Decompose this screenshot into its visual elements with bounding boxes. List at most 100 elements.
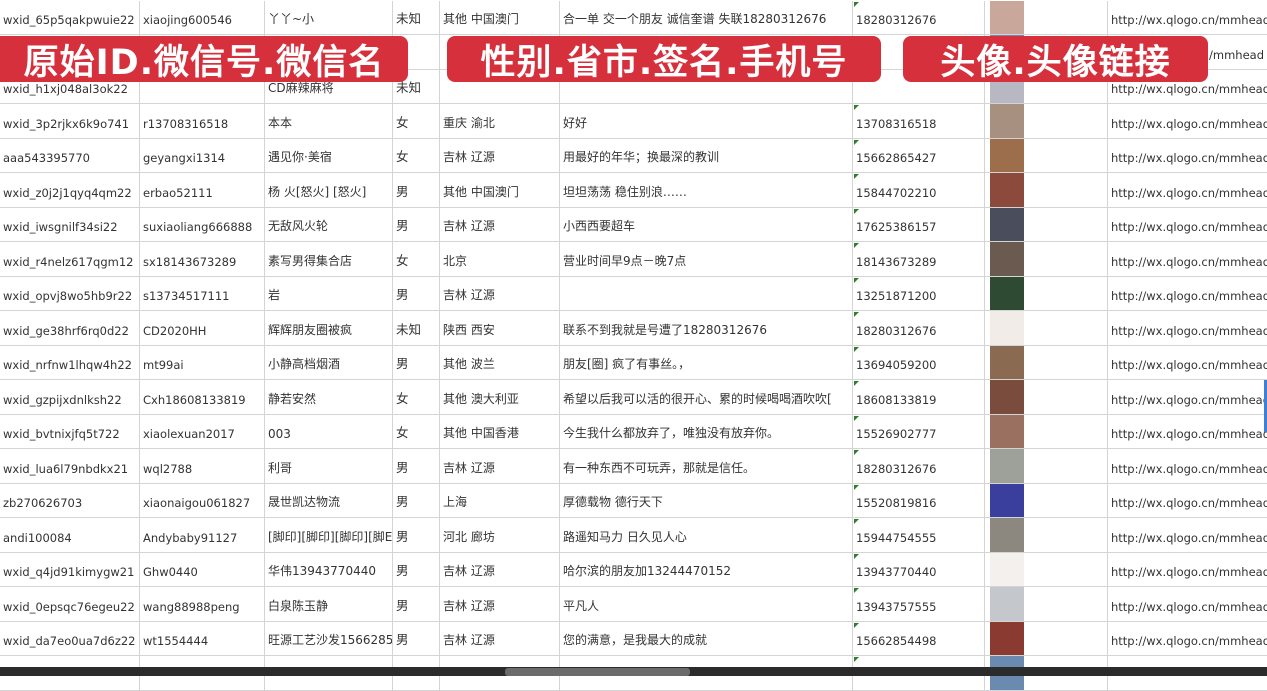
wechat-name-cell[interactable]: 辉辉朋友圈被疯 (265, 311, 393, 345)
original-id-cell[interactable]: wxid_0epsqc76egeu22 (0, 587, 140, 621)
region-cell[interactable]: 吉林 辽源 (440, 552, 560, 586)
region-cell[interactable]: 陕西 西安 (440, 311, 560, 345)
phone-cell[interactable]: 15520819816 (853, 483, 985, 517)
phone-cell[interactable]: 13708316518 (853, 104, 985, 138)
wechat-name-cell[interactable]: 岩 (265, 276, 393, 310)
signature-cell[interactable]: 希望以后我可以活的很开心、累的时候喝喝酒吹吹[ (560, 380, 853, 414)
avatar-link-cell[interactable]: http://wx.qlogo.cn/mmhead (1111, 151, 1267, 165)
phone-cell[interactable]: 15526902777 (853, 414, 985, 448)
signature-cell[interactable]: 有一种东西不可玩弄，那就是信任。 (560, 449, 853, 483)
wechat-name-cell[interactable]: 白泉陈玉静 (265, 587, 393, 621)
wechat-name-cell[interactable]: 晟世凯达物流 (265, 483, 393, 517)
avatar-cell[interactable] (985, 138, 1108, 172)
region-cell[interactable] (440, 69, 560, 103)
original-id-cell[interactable]: wxid_opvj8wo5hb9r22 (0, 276, 140, 310)
wechat-name-cell[interactable]: 杨 火[怒火] [怒火] (265, 173, 393, 207)
original-id-cell[interactable]: wxid_lua6l79nbdkx21 (0, 449, 140, 483)
wechat-name-cell[interactable]: 003 (265, 414, 393, 448)
original-id-cell[interactable]: wxid_h1xj048al3ok22 (0, 69, 140, 103)
avatar-cell[interactable] (985, 518, 1108, 552)
wechat-id-cell[interactable]: CD2020HH (140, 311, 265, 345)
gender-cell[interactable]: 未知 (393, 311, 440, 345)
original-id-cell[interactable]: wxid_ge38hrf6rq0d22 (0, 311, 140, 345)
avatar-link-cell[interactable]: http://wx.qlogo.cn/mmhead (1111, 13, 1267, 27)
avatar-link-cell[interactable]: /mmhead (1209, 47, 1264, 62)
original-id-cell[interactable]: andi100084 (0, 518, 140, 552)
gender-cell[interactable]: 男 (393, 621, 440, 655)
gender-cell[interactable]: 女 (393, 380, 440, 414)
avatar-link-cell[interactable]: http://wx.qlogo.cn/mmhead (1111, 220, 1267, 234)
horizontal-scrollbar-thumb[interactable] (505, 668, 690, 676)
avatar-cell[interactable] (985, 242, 1108, 276)
wechat-name-cell[interactable]: 本本 (265, 104, 393, 138)
signature-cell[interactable]: 坦坦荡荡 稳住别浪…… (560, 173, 853, 207)
original-id-cell[interactable]: wxid_nrfnw1lhqw4h22 (0, 345, 140, 379)
original-id-cell[interactable]: wxid_gzpijxdnlksh22 (0, 380, 140, 414)
region-cell[interactable]: 吉林 辽源 (440, 587, 560, 621)
original-id-cell[interactable]: wxid_q4jd91kimygw21 (0, 552, 140, 586)
avatar-link-cell[interactable]: http://wx.qlogo.cn/mmhead (1111, 392, 1267, 407)
signature-cell[interactable]: 哈尔滨的朋友加13244470152 (560, 552, 853, 586)
avatar-cell[interactable] (985, 587, 1108, 621)
avatar-link-cell[interactable]: http://wx.qlogo.cn/mmhead (1111, 565, 1267, 579)
region-cell[interactable]: 上海 (440, 483, 560, 517)
wechat-id-cell[interactable]: wql2788 (140, 449, 265, 483)
phone-cell[interactable]: 15662854498 (853, 621, 985, 655)
wechat-name-cell[interactable]: 华伟13943770440 (265, 552, 393, 586)
wechat-id-cell[interactable]: xiaojing600546 (140, 0, 265, 34)
region-cell[interactable]: 其他 中国澳门 (440, 173, 560, 207)
phone-cell[interactable]: 13943757555 (853, 587, 985, 621)
avatar-cell[interactable] (985, 345, 1108, 379)
gender-cell[interactable]: 男 (393, 483, 440, 517)
signature-cell[interactable]: 您的满意，是我最大的成就 (560, 621, 853, 655)
wechat-name-cell[interactable]: 旺源工艺沙发15662854 (265, 621, 393, 655)
wechat-id-cell[interactable]: wang88988peng (140, 587, 265, 621)
region-cell[interactable]: 其他 波兰 (440, 345, 560, 379)
signature-cell[interactable]: 朋友[圈] 疯了有事丝。， (560, 345, 853, 379)
region-cell[interactable]: 重庆 渝北 (440, 104, 560, 138)
signature-cell[interactable]: 用最好的年华；换最深的教训 (560, 138, 853, 172)
region-cell[interactable]: 吉林 辽源 (440, 207, 560, 241)
avatar-link-cell[interactable]: http://wx.qlogo.cn/mmhead (1111, 496, 1267, 510)
original-id-cell[interactable]: wxid_3p2rjkx6k9o741 (0, 104, 140, 138)
phone-cell[interactable]: 18280312676 (853, 0, 985, 34)
gender-cell[interactable]: 未知 (393, 0, 440, 34)
region-cell[interactable]: 其他 中国香港 (440, 414, 560, 448)
avatar-cell[interactable] (985, 0, 1108, 34)
phone-cell[interactable]: 13943770440 (853, 552, 985, 586)
signature-cell[interactable]: 小西西要超车 (560, 207, 853, 241)
avatar-link-cell[interactable]: http://wx.qlogo.cn/mmhead (1111, 427, 1267, 441)
signature-cell[interactable]: 厚德载物 德行天下 (560, 483, 853, 517)
avatar-cell[interactable] (985, 104, 1108, 138)
avatar-link-cell[interactable]: http://wx.qlogo.cn/mmhead (1111, 289, 1267, 303)
phone-cell[interactable]: 18280312676 (853, 311, 985, 345)
wechat-id-cell[interactable]: sx18143673289 (140, 242, 265, 276)
avatar-cell[interactable] (985, 552, 1108, 586)
wechat-id-cell[interactable]: geyangxi1314 (140, 138, 265, 172)
original-id-cell[interactable]: wxid_z0j2j1qyq4qm22 (0, 173, 140, 207)
region-cell[interactable]: 其他 澳大利亚 (440, 380, 560, 414)
vertical-scrollbar-thumb[interactable] (1264, 380, 1267, 432)
avatar-link-cell[interactable]: http://wx.qlogo.cn/mmhead (1111, 634, 1267, 648)
gender-cell[interactable]: 男 (393, 587, 440, 621)
original-id-cell[interactable]: wxid_iwsgnilf34si22 (0, 207, 140, 241)
signature-cell[interactable]: 联系不到我就是号遭了18280312676 (560, 311, 853, 345)
signature-cell[interactable]: 好好 (560, 104, 853, 138)
gender-cell[interactable]: 男 (393, 276, 440, 310)
gender-cell[interactable]: 男 (393, 345, 440, 379)
avatar-cell[interactable] (985, 621, 1108, 655)
wechat-id-cell[interactable]: Ghw0440 (140, 552, 265, 586)
avatar-link-cell[interactable]: http://wx.qlogo.cn/mmhead (1111, 254, 1267, 269)
phone-cell[interactable]: 15844702210 (853, 173, 985, 207)
region-cell[interactable]: 北京 (440, 242, 560, 276)
wechat-name-cell[interactable]: 利哥 (265, 449, 393, 483)
wechat-name-cell[interactable]: [脚印][脚印][脚印][脚E (265, 518, 393, 552)
phone-cell[interactable]: 18143673289 (853, 242, 985, 276)
wechat-id-cell[interactable] (140, 69, 265, 103)
signature-cell[interactable]: 营业时间早9点－晚7点 (560, 242, 853, 276)
phone-cell[interactable]: 17625386157 (853, 207, 985, 241)
gender-cell[interactable]: 男 (393, 518, 440, 552)
wechat-id-cell[interactable]: xiaonaigou061827 (140, 483, 265, 517)
gender-cell[interactable]: 女 (393, 138, 440, 172)
original-id-cell[interactable]: zb270626703 (0, 483, 140, 517)
